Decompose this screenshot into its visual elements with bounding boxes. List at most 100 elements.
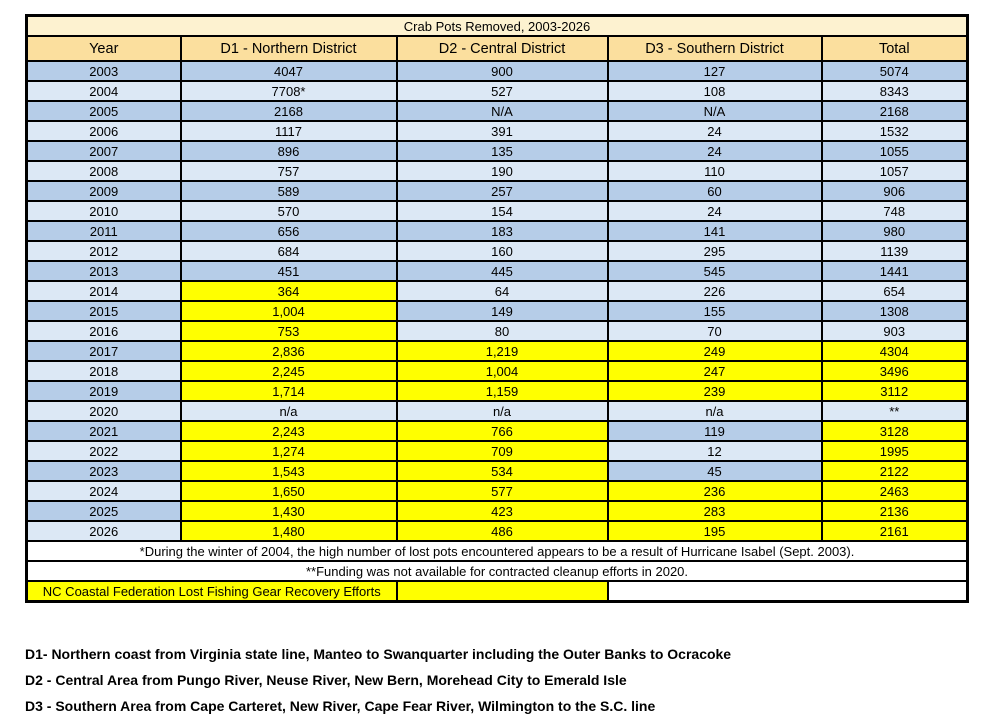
note-d1: D1- Northern coast from Virginia state l… xyxy=(25,646,732,662)
cell-year: 2013 xyxy=(25,260,182,282)
cell-d2: 160 xyxy=(395,240,609,262)
cell-d2: 709 xyxy=(395,440,609,462)
cell-d2: 534 xyxy=(395,460,609,482)
cell-d2: N/A xyxy=(395,100,609,122)
cell-year: 2017 xyxy=(25,340,182,362)
cell-total: 2463 xyxy=(820,480,969,502)
cell-year: 2021 xyxy=(25,420,182,442)
cell-d1: 1,004 xyxy=(179,300,398,322)
cell-d2: 135 xyxy=(395,140,609,162)
cell-d2: 900 xyxy=(395,60,609,82)
cell-year: 2022 xyxy=(25,440,182,462)
cell-d3: 247 xyxy=(606,360,823,382)
cell-d2: 1,219 xyxy=(395,340,609,362)
cell-d3: N/A xyxy=(606,100,823,122)
cell-d3: 24 xyxy=(606,140,823,162)
cell-d1: 2,243 xyxy=(179,420,398,442)
cell-total: 3112 xyxy=(820,380,969,402)
cell-total: 8343 xyxy=(820,80,969,102)
column-header-d1: D1 - Northern District xyxy=(179,35,398,62)
cell-total: 1308 xyxy=(820,300,969,322)
cell-d1: 451 xyxy=(179,260,398,282)
footnote-funding: **Funding was not available for contract… xyxy=(25,560,969,582)
cell-year: 2020 xyxy=(25,400,182,422)
cell-d1: 1,430 xyxy=(179,500,398,522)
table-row: 2025 1,430 423 283 2136 xyxy=(25,500,969,522)
table-row: 2010 570 154 24 748 xyxy=(25,200,969,222)
header-row: Year D1 - Northern District D2 - Central… xyxy=(25,35,969,62)
table-row: 2018 2,245 1,004 247 3496 xyxy=(25,360,969,382)
cell-total: 903 xyxy=(820,320,969,342)
cell-year: 2009 xyxy=(25,180,182,202)
cell-d2: 527 xyxy=(395,80,609,102)
district-notes: D1- Northern coast from Virginia state l… xyxy=(25,641,731,715)
cell-d3: 60 xyxy=(606,180,823,202)
table-row: 2022 1,274 709 12 1995 xyxy=(25,440,969,462)
legend-row: NC Coastal Federation Lost Fishing Gear … xyxy=(25,580,969,603)
cell-d1: 656 xyxy=(179,220,398,242)
cell-total: 1532 xyxy=(820,120,969,142)
cell-d2: 80 xyxy=(395,320,609,342)
table-title: Crab Pots Removed, 2003-2026 xyxy=(25,14,969,37)
cell-d3: 295 xyxy=(606,240,823,262)
cell-d3: 155 xyxy=(606,300,823,322)
table-row: 2013 451 445 545 1441 xyxy=(25,260,969,282)
cell-year: 2019 xyxy=(25,380,182,402)
cell-d2: 154 xyxy=(395,200,609,222)
cell-d2: 766 xyxy=(395,420,609,442)
cell-d2: 183 xyxy=(395,220,609,242)
cell-d3: 195 xyxy=(606,520,823,542)
cell-total: 654 xyxy=(820,280,969,302)
table-row: 2004 7708* 527 108 8343 xyxy=(25,80,969,102)
cell-d1: 684 xyxy=(179,240,398,262)
cell-d3: 12 xyxy=(606,440,823,462)
cell-total: 980 xyxy=(820,220,969,242)
cell-total: ** xyxy=(820,400,969,422)
cell-total: 748 xyxy=(820,200,969,222)
cell-year: 2023 xyxy=(25,460,182,482)
table-row: 2019 1,714 1,159 239 3112 xyxy=(25,380,969,402)
cell-d1: 2168 xyxy=(179,100,398,122)
cell-year: 2014 xyxy=(25,280,182,302)
table-row: 2006 1117 391 24 1532 xyxy=(25,120,969,142)
cell-total: 3128 xyxy=(820,420,969,442)
cell-d1: 1117 xyxy=(179,120,398,142)
cell-d3: n/a xyxy=(606,400,823,422)
note-d2: D2 - Central Area from Pungo River, Neus… xyxy=(25,672,627,688)
cell-year: 2011 xyxy=(25,220,182,242)
note-d3: D3 - Southern Area from Cape Carteret, N… xyxy=(25,698,656,714)
cell-total: 1995 xyxy=(820,440,969,462)
cell-d3: 226 xyxy=(606,280,823,302)
cell-total: 2122 xyxy=(820,460,969,482)
cell-year: 2016 xyxy=(25,320,182,342)
legend-empty-cell xyxy=(606,580,969,603)
cell-d1: 1,714 xyxy=(179,380,398,402)
data-rows: 2003 4047 900 127 5074 2004 7708* 527 108 8343 200… xyxy=(25,60,969,542)
cell-d1: 589 xyxy=(179,180,398,202)
cell-year: 2015 xyxy=(25,300,182,322)
legend-highlight-swatch xyxy=(395,580,609,603)
crab-pots-table: Crab Pots Removed, 2003-2026 Year D1 - N… xyxy=(25,14,970,603)
table-row: 2014 364 64 226 654 xyxy=(25,280,969,302)
table-row: 2017 2,836 1,219 249 4304 xyxy=(25,340,969,362)
cell-d3: 119 xyxy=(606,420,823,442)
cell-d1: 7708* xyxy=(179,80,398,102)
footnote-hurricane: *During the winter of 2004, the high num… xyxy=(25,540,969,562)
cell-d1: 570 xyxy=(179,200,398,222)
table-row: 2015 1,004 149 155 1308 xyxy=(25,300,969,322)
cell-d1: 757 xyxy=(179,160,398,182)
cell-d2: 486 xyxy=(395,520,609,542)
cell-d3: 45 xyxy=(606,460,823,482)
table-row: 2026 1,480 486 195 2161 xyxy=(25,520,969,542)
cell-total: 1139 xyxy=(820,240,969,262)
cell-d1: 4047 xyxy=(179,60,398,82)
cell-d3: 70 xyxy=(606,320,823,342)
cell-d2: 257 xyxy=(395,180,609,202)
cell-d1: 1,480 xyxy=(179,520,398,542)
cell-d2: 445 xyxy=(395,260,609,282)
cell-d3: 127 xyxy=(606,60,823,82)
cell-year: 2007 xyxy=(25,140,182,162)
cell-total: 2136 xyxy=(820,500,969,522)
column-header-d3: D3 - Southern District xyxy=(606,35,823,62)
cell-year: 2025 xyxy=(25,500,182,522)
